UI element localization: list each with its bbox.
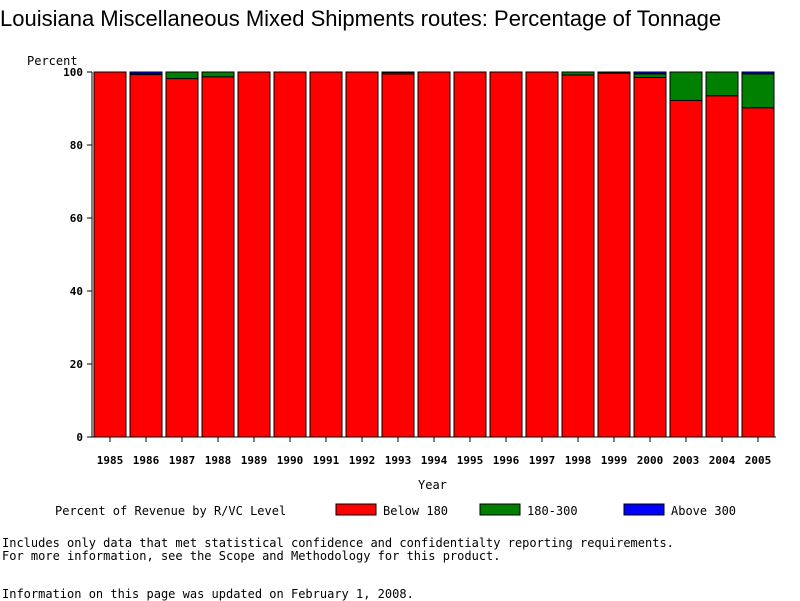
bar-segment (274, 72, 306, 437)
x-tick-label: 1996 (493, 454, 520, 467)
x-tick-label: 2003 (673, 454, 700, 467)
bar-segment (310, 72, 342, 437)
bar-segment (94, 72, 126, 437)
bar-segment (562, 72, 594, 75)
x-tick-label: 1987 (169, 454, 196, 467)
bar-segment (670, 72, 702, 100)
x-tick-label: 1999 (601, 454, 628, 467)
bar-segment (742, 72, 774, 74)
x-tick-label: 2005 (745, 454, 772, 467)
bar-segment (706, 72, 738, 96)
y-tick-label: 60 (70, 212, 83, 225)
x-tick-label: 1991 (313, 454, 340, 467)
bar-segment (742, 74, 774, 108)
footnote-updated: Information on this page was updated on … (2, 587, 414, 601)
bar-segment (562, 75, 594, 437)
x-tick-label: 1993 (385, 454, 412, 467)
bar-segment (166, 79, 198, 437)
bar-segment (238, 72, 270, 437)
x-tick-label: 1992 (349, 454, 376, 467)
legend: Percent of Revenue by R/VC Level Below 1… (55, 504, 736, 518)
bar-segment (418, 72, 450, 437)
x-tick-label: 1989 (241, 454, 268, 467)
legend-label: Above 300 (671, 504, 736, 518)
x-tick-label: 1997 (529, 454, 556, 467)
bar-segment (670, 100, 702, 437)
legend-label: Below 180 (383, 504, 448, 518)
bar-segment (634, 72, 666, 74)
legend-title: Percent of Revenue by R/VC Level (55, 504, 286, 518)
bar-segment (130, 72, 162, 74)
y-tick-label: 100 (63, 66, 83, 79)
x-tick-label: 1994 (421, 454, 448, 467)
x-tick-label: 1995 (457, 454, 484, 467)
x-tick-label: 1986 (133, 454, 160, 467)
footnote-methodology: For more information, see the Scope and … (2, 549, 501, 563)
plot-area: 0 20 40 60 80 100 1985 1986 1987 1988 1989 1990 1991… (63, 66, 776, 467)
bar-segment (202, 77, 234, 437)
x-tick-label: 1985 (97, 454, 124, 467)
legend-swatch (624, 504, 664, 515)
x-tick-label: 1998 (565, 454, 592, 467)
bar-segment (634, 74, 666, 78)
bar-segment (130, 75, 162, 437)
bar-segment (526, 72, 558, 437)
bar-segment (202, 72, 234, 77)
footnote-confidence: Includes only data that met statistical … (2, 536, 674, 550)
bar-segment (742, 108, 774, 437)
bar-segment (382, 74, 414, 437)
bar-segment (166, 72, 198, 79)
bar-segment (490, 72, 522, 437)
x-tick-label: 1990 (277, 454, 304, 467)
legend-label: 180-300 (527, 504, 578, 518)
y-tick-label: 0 (76, 431, 83, 444)
x-axis-label: Year (418, 478, 447, 492)
x-tick-label: 2004 (709, 454, 736, 467)
bar-segment (346, 72, 378, 437)
x-tick-label: 1988 (205, 454, 232, 467)
bar-segment (454, 72, 486, 437)
bar-segment (706, 96, 738, 437)
y-tick-label: 40 (70, 285, 83, 298)
bar-segment (634, 77, 666, 437)
bar-segment (598, 72, 630, 73)
y-tick-label: 20 (70, 358, 83, 371)
legend-swatch (480, 504, 520, 515)
y-tick-label: 80 (70, 139, 83, 152)
x-tick-label: 2000 (637, 454, 664, 467)
bar-segment (598, 73, 630, 437)
legend-swatch (336, 504, 376, 515)
